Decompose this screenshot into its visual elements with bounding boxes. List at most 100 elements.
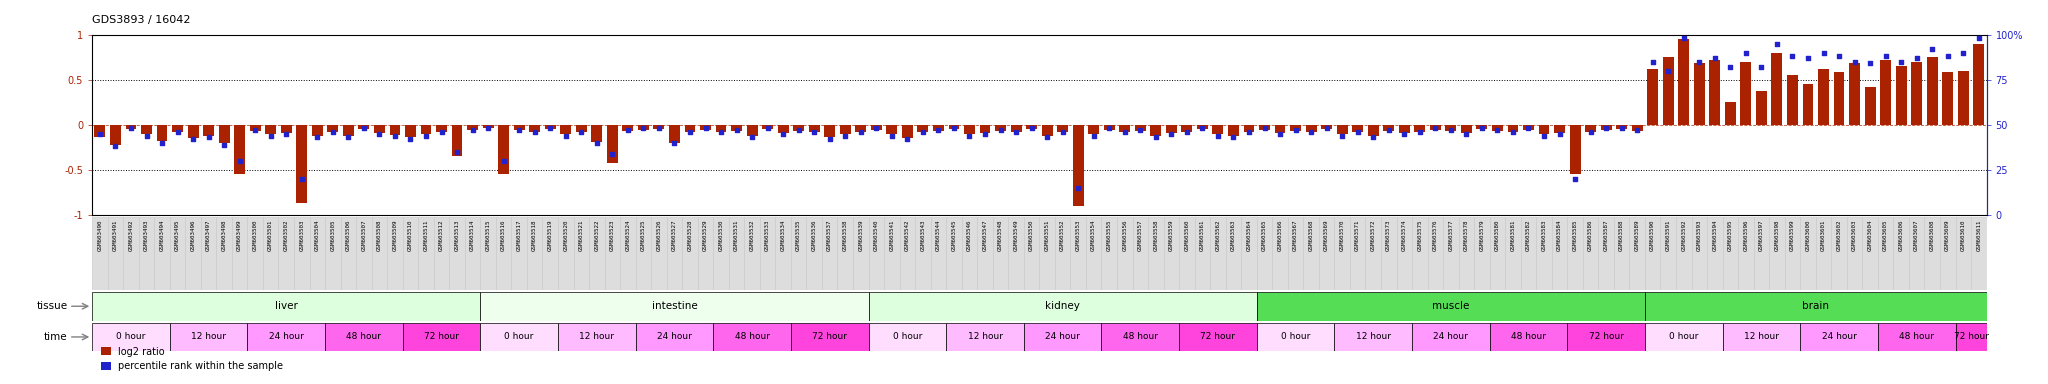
Point (1870, 53, 1903, 59)
Bar (1694, 63, 1704, 125)
Point (938, 125, 971, 131)
Bar (125, 125, 137, 129)
Point (1389, 131, 1421, 137)
Point (735, 134, 768, 141)
Bar (1630, 217, 1645, 290)
Bar (1602, 125, 1612, 130)
Bar (1321, 125, 1331, 129)
Bar (1741, 62, 1751, 125)
Text: GSM603610: GSM603610 (1960, 219, 1966, 251)
Bar (281, 125, 291, 133)
Point (999, 129, 1032, 135)
Point (1139, 134, 1171, 141)
Point (1931, 53, 1964, 59)
Bar (1956, 323, 1987, 351)
Bar (743, 217, 760, 290)
Text: GSM603564: GSM603564 (1247, 219, 1251, 251)
Bar (326, 217, 340, 290)
Bar (977, 217, 993, 290)
Bar (623, 125, 633, 131)
Text: GSM603606: GSM603606 (1898, 219, 1905, 251)
Bar (483, 125, 494, 128)
Bar (543, 217, 557, 290)
Bar (1102, 323, 1180, 351)
Point (332, 134, 365, 141)
Bar (1133, 217, 1149, 290)
Bar (1552, 217, 1567, 290)
Point (1247, 125, 1280, 131)
Point (1962, 35, 1995, 41)
Text: 12 hour: 12 hour (190, 333, 225, 341)
Point (457, 127, 489, 133)
Text: GSM603599: GSM603599 (1790, 219, 1794, 251)
Point (1776, 53, 1808, 59)
Text: GSM603546: GSM603546 (967, 219, 973, 251)
Bar (1849, 63, 1860, 125)
Point (1341, 129, 1374, 135)
Text: 0 hour: 0 hour (1669, 333, 1698, 341)
Point (518, 129, 551, 135)
Text: GSM603536: GSM603536 (811, 219, 817, 251)
Bar (1272, 217, 1288, 290)
Bar (449, 217, 465, 290)
Text: 0 hour: 0 hour (1280, 333, 1311, 341)
Bar (248, 323, 326, 351)
Text: GSM603598: GSM603598 (1774, 219, 1780, 251)
Bar (1397, 217, 1411, 290)
Text: GSM603600: GSM603600 (1806, 219, 1810, 251)
Point (317, 129, 350, 135)
Text: GSM603550: GSM603550 (1028, 219, 1034, 251)
Text: 48 hour: 48 hour (1511, 333, 1546, 341)
Point (643, 125, 676, 131)
Text: GSM603559: GSM603559 (1169, 219, 1174, 251)
Bar (682, 217, 698, 290)
Bar (1241, 217, 1257, 290)
Bar (1677, 39, 1690, 125)
Bar (170, 323, 248, 351)
Bar (481, 323, 557, 351)
Bar (328, 125, 338, 132)
Point (1884, 59, 1917, 65)
Text: GSM603531: GSM603531 (733, 219, 739, 251)
Point (1559, 176, 1591, 182)
Bar (791, 217, 807, 290)
Text: GSM603496: GSM603496 (190, 219, 197, 251)
Bar (1380, 217, 1397, 290)
Bar (1788, 75, 1798, 125)
Point (84, 131, 117, 137)
Text: kidney: kidney (1044, 301, 1079, 311)
Text: GSM603583: GSM603583 (1542, 219, 1546, 251)
Bar (762, 125, 772, 129)
Bar (995, 125, 1006, 131)
Text: GSM603567: GSM603567 (1292, 219, 1298, 251)
Text: GSM603491: GSM603491 (113, 219, 119, 251)
Text: GSM603602: GSM603602 (1837, 219, 1841, 251)
Point (1094, 125, 1126, 131)
Bar (219, 125, 229, 143)
Text: GSM603601: GSM603601 (1821, 219, 1827, 251)
Text: GSM603545: GSM603545 (952, 219, 956, 251)
Point (549, 132, 582, 139)
Point (362, 131, 395, 137)
Bar (1831, 217, 1847, 290)
Text: GSM603555: GSM603555 (1106, 219, 1112, 251)
Bar (1337, 125, 1348, 134)
Bar (1817, 217, 1831, 290)
Bar (279, 217, 295, 290)
Text: GSM603605: GSM603605 (1882, 219, 1888, 251)
Text: GSM603572: GSM603572 (1370, 219, 1376, 251)
Text: 48 hour: 48 hour (1898, 333, 1933, 341)
Bar (481, 292, 868, 321)
Bar (528, 125, 541, 132)
Text: 12 hour: 12 hour (967, 333, 1004, 341)
Bar (453, 125, 463, 156)
Bar (1008, 217, 1024, 290)
Bar (760, 217, 776, 290)
Bar (1307, 125, 1317, 132)
Bar (1722, 323, 1800, 351)
Bar (1102, 217, 1116, 290)
Bar (1350, 217, 1366, 290)
Bar (92, 292, 481, 321)
Text: GSM603512: GSM603512 (438, 219, 444, 251)
Point (1403, 129, 1436, 135)
